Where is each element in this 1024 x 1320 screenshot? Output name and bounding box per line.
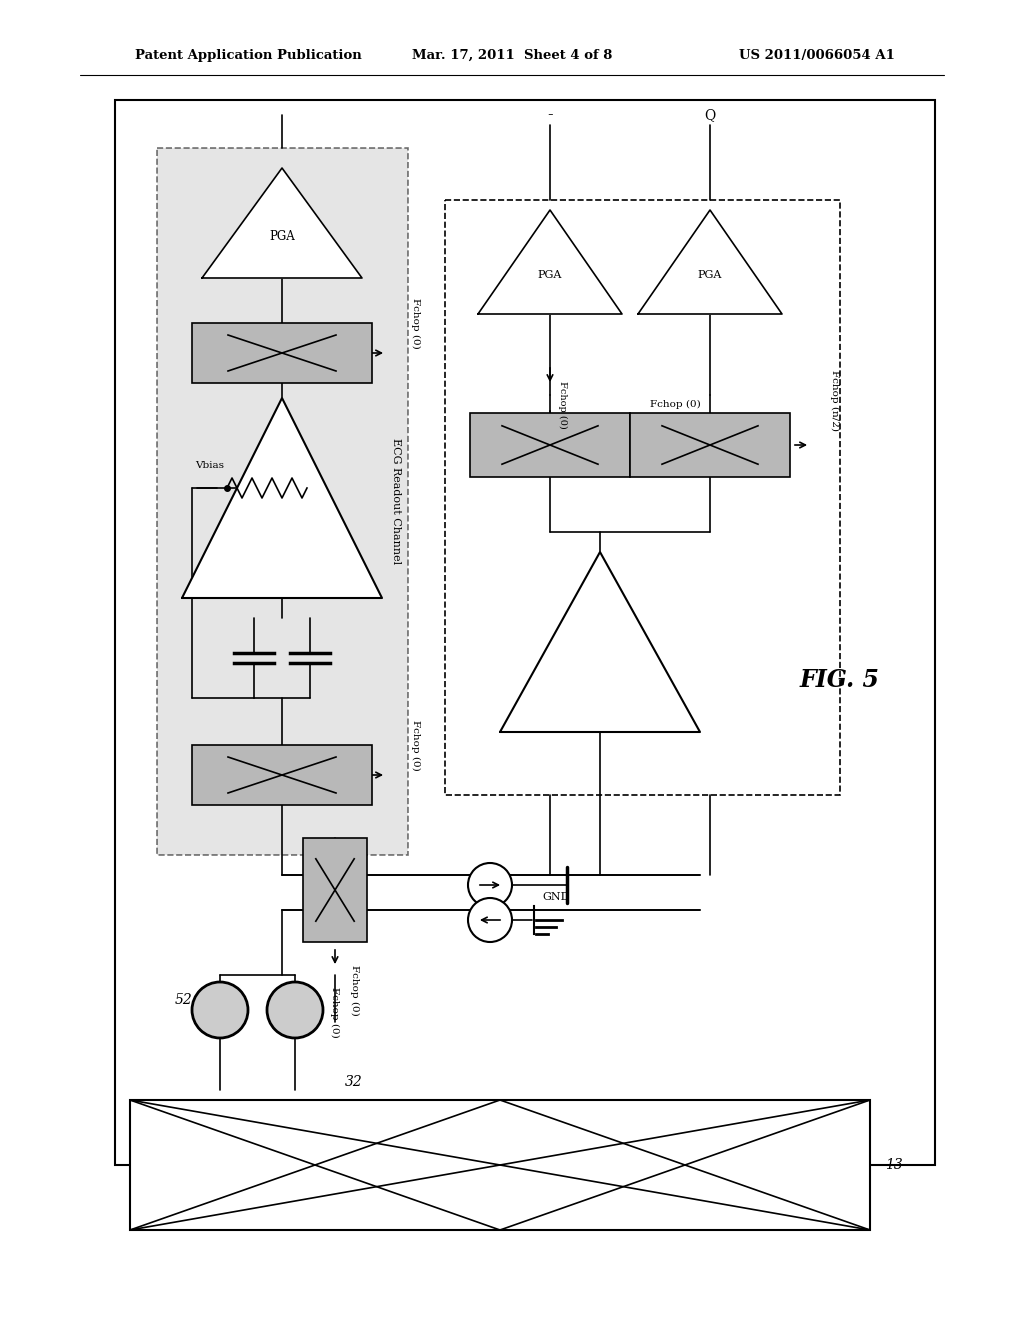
Text: Q: Q	[705, 108, 716, 121]
Text: Mar. 17, 2011  Sheet 4 of 8: Mar. 17, 2011 Sheet 4 of 8	[412, 49, 612, 62]
Bar	[157, 148, 408, 855]
Text: Fchop (0): Fchop (0)	[558, 381, 567, 429]
Text: 52: 52	[175, 993, 193, 1007]
Circle shape	[468, 863, 512, 907]
Text: GND: GND	[542, 892, 569, 902]
Bar	[470, 413, 630, 477]
Text: PGA: PGA	[538, 271, 562, 280]
Text: ECG Readout Channel: ECG Readout Channel	[391, 438, 401, 564]
Bar	[130, 1100, 870, 1230]
Text: 32: 32	[345, 1074, 362, 1089]
Polygon shape	[182, 399, 382, 598]
Text: Vbias: Vbias	[195, 461, 224, 470]
Text: Fchop (n/2): Fchop (n/2)	[830, 370, 840, 432]
Text: Fchop (0): Fchop (0)	[331, 987, 340, 1038]
Text: PGA: PGA	[269, 230, 295, 243]
Text: Fchop (0): Fchop (0)	[412, 719, 421, 771]
Text: Fchop (0): Fchop (0)	[650, 400, 700, 409]
Text: PGA: PGA	[697, 271, 722, 280]
Text: US 2011/0066054 A1: US 2011/0066054 A1	[739, 49, 895, 62]
Bar	[445, 201, 840, 795]
Bar	[115, 100, 935, 1166]
Circle shape	[267, 982, 323, 1038]
Circle shape	[468, 898, 512, 942]
Circle shape	[193, 982, 248, 1038]
Text: FIG. 5: FIG. 5	[800, 668, 880, 692]
Polygon shape	[638, 210, 782, 314]
Polygon shape	[202, 168, 362, 279]
Bar	[303, 838, 367, 942]
Text: Fchop (0): Fchop (0)	[412, 298, 421, 348]
Bar	[193, 744, 372, 805]
Bar	[630, 413, 790, 477]
Text: Fchop (0): Fchop (0)	[350, 965, 359, 1016]
Text: -: -	[547, 107, 553, 124]
Polygon shape	[500, 552, 700, 733]
Text: Patent Application Publication: Patent Application Publication	[135, 49, 361, 62]
Text: 13: 13	[885, 1158, 903, 1172]
Polygon shape	[478, 210, 622, 314]
Bar	[193, 323, 372, 383]
